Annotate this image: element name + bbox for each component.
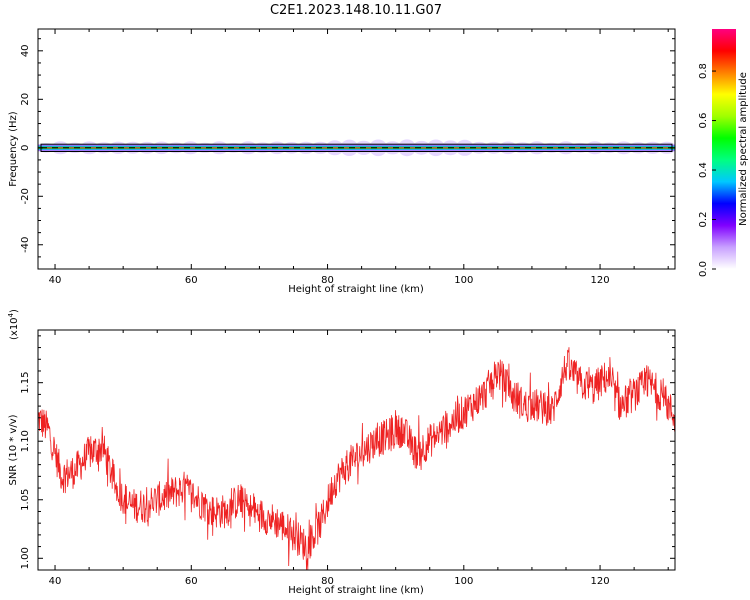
snr-y-scale: (x104) bbox=[7, 309, 20, 340]
x-tick-label: 80 bbox=[321, 275, 334, 286]
spectrogram-y-label: Frequency (Hz) bbox=[8, 111, 19, 187]
x-tick-label: 60 bbox=[185, 576, 198, 587]
snr-y-scale-exp: 4 bbox=[7, 312, 15, 317]
spectrogram-frame bbox=[37, 28, 676, 270]
x-tick-label: 60 bbox=[185, 275, 198, 286]
y-tick-label: 1.05 bbox=[20, 489, 31, 511]
figure-title: C2E1.2023.148.10.11.G07 bbox=[270, 3, 442, 18]
x-tick-label: 120 bbox=[591, 275, 610, 286]
colorbar-gradient-bar bbox=[712, 29, 736, 269]
y-tick-label: -40 bbox=[20, 237, 31, 253]
colorbar-tick-label: 0.4 bbox=[698, 162, 709, 178]
colorbar-ticks: 0.0 0.2 0.4 0.6 0.8 bbox=[698, 63, 716, 277]
y-tick-label: 1.15 bbox=[20, 372, 31, 394]
spectrogram-x-ticks: 40 60 80 100 120 bbox=[49, 29, 669, 286]
spectrogram-x-label: Height of straight line (km) bbox=[288, 284, 424, 295]
snr-frame bbox=[37, 329, 676, 571]
x-tick-label: 40 bbox=[49, 576, 62, 587]
colorbar: 0.0 0.2 0.4 0.6 0.8 Normalized spectral ampl… bbox=[698, 29, 749, 277]
y-tick-label: 40 bbox=[20, 44, 31, 57]
y-tick-label: -20 bbox=[20, 188, 31, 204]
snr-x-ticks: 40 60 80 100 120 bbox=[49, 330, 669, 587]
y-tick-label: 0 bbox=[20, 145, 31, 151]
colorbar-label: Normalized spectral amplitude bbox=[738, 72, 749, 226]
spectrogram-band bbox=[37, 139, 676, 157]
colorbar-tick-label: 0.6 bbox=[698, 113, 709, 129]
snr-x-label: Height of straight line (km) bbox=[288, 585, 424, 596]
band-core bbox=[38, 144, 675, 152]
colorbar-tick-label: 0.2 bbox=[698, 212, 709, 228]
snr-panel: 40 60 80 100 120 1.00 1.05 1.10 1.15 Height of … bbox=[7, 309, 676, 596]
colorbar-tick-label: 0.8 bbox=[698, 63, 709, 79]
spectrogram-panel: 40 60 80 100 120 -40 -20 0 20 40 Height of strai… bbox=[8, 28, 676, 295]
x-tick-label: 120 bbox=[591, 576, 610, 587]
x-tick-label: 100 bbox=[454, 576, 473, 587]
spectrogram-y-ticks: -40 -20 0 20 40 bbox=[20, 38, 675, 258]
snr-series-line bbox=[37, 347, 676, 571]
snr-y-scale-base: (x10 bbox=[9, 317, 20, 340]
snr-y-ticks: 1.00 1.05 1.10 1.15 bbox=[20, 335, 675, 571]
snr-line-group bbox=[37, 347, 676, 571]
x-tick-label: 80 bbox=[321, 576, 334, 587]
snr-y-label: SNR (10 * v/v) bbox=[8, 414, 19, 485]
colorbar-tick-label: 0.0 bbox=[698, 261, 709, 277]
y-tick-label: 1.00 bbox=[20, 547, 31, 569]
x-tick-label: 100 bbox=[454, 275, 473, 286]
y-tick-label: 1.10 bbox=[20, 430, 31, 452]
snr-y-scale-close: ) bbox=[9, 309, 20, 313]
x-tick-label: 40 bbox=[49, 275, 62, 286]
y-tick-label: 20 bbox=[20, 93, 31, 106]
